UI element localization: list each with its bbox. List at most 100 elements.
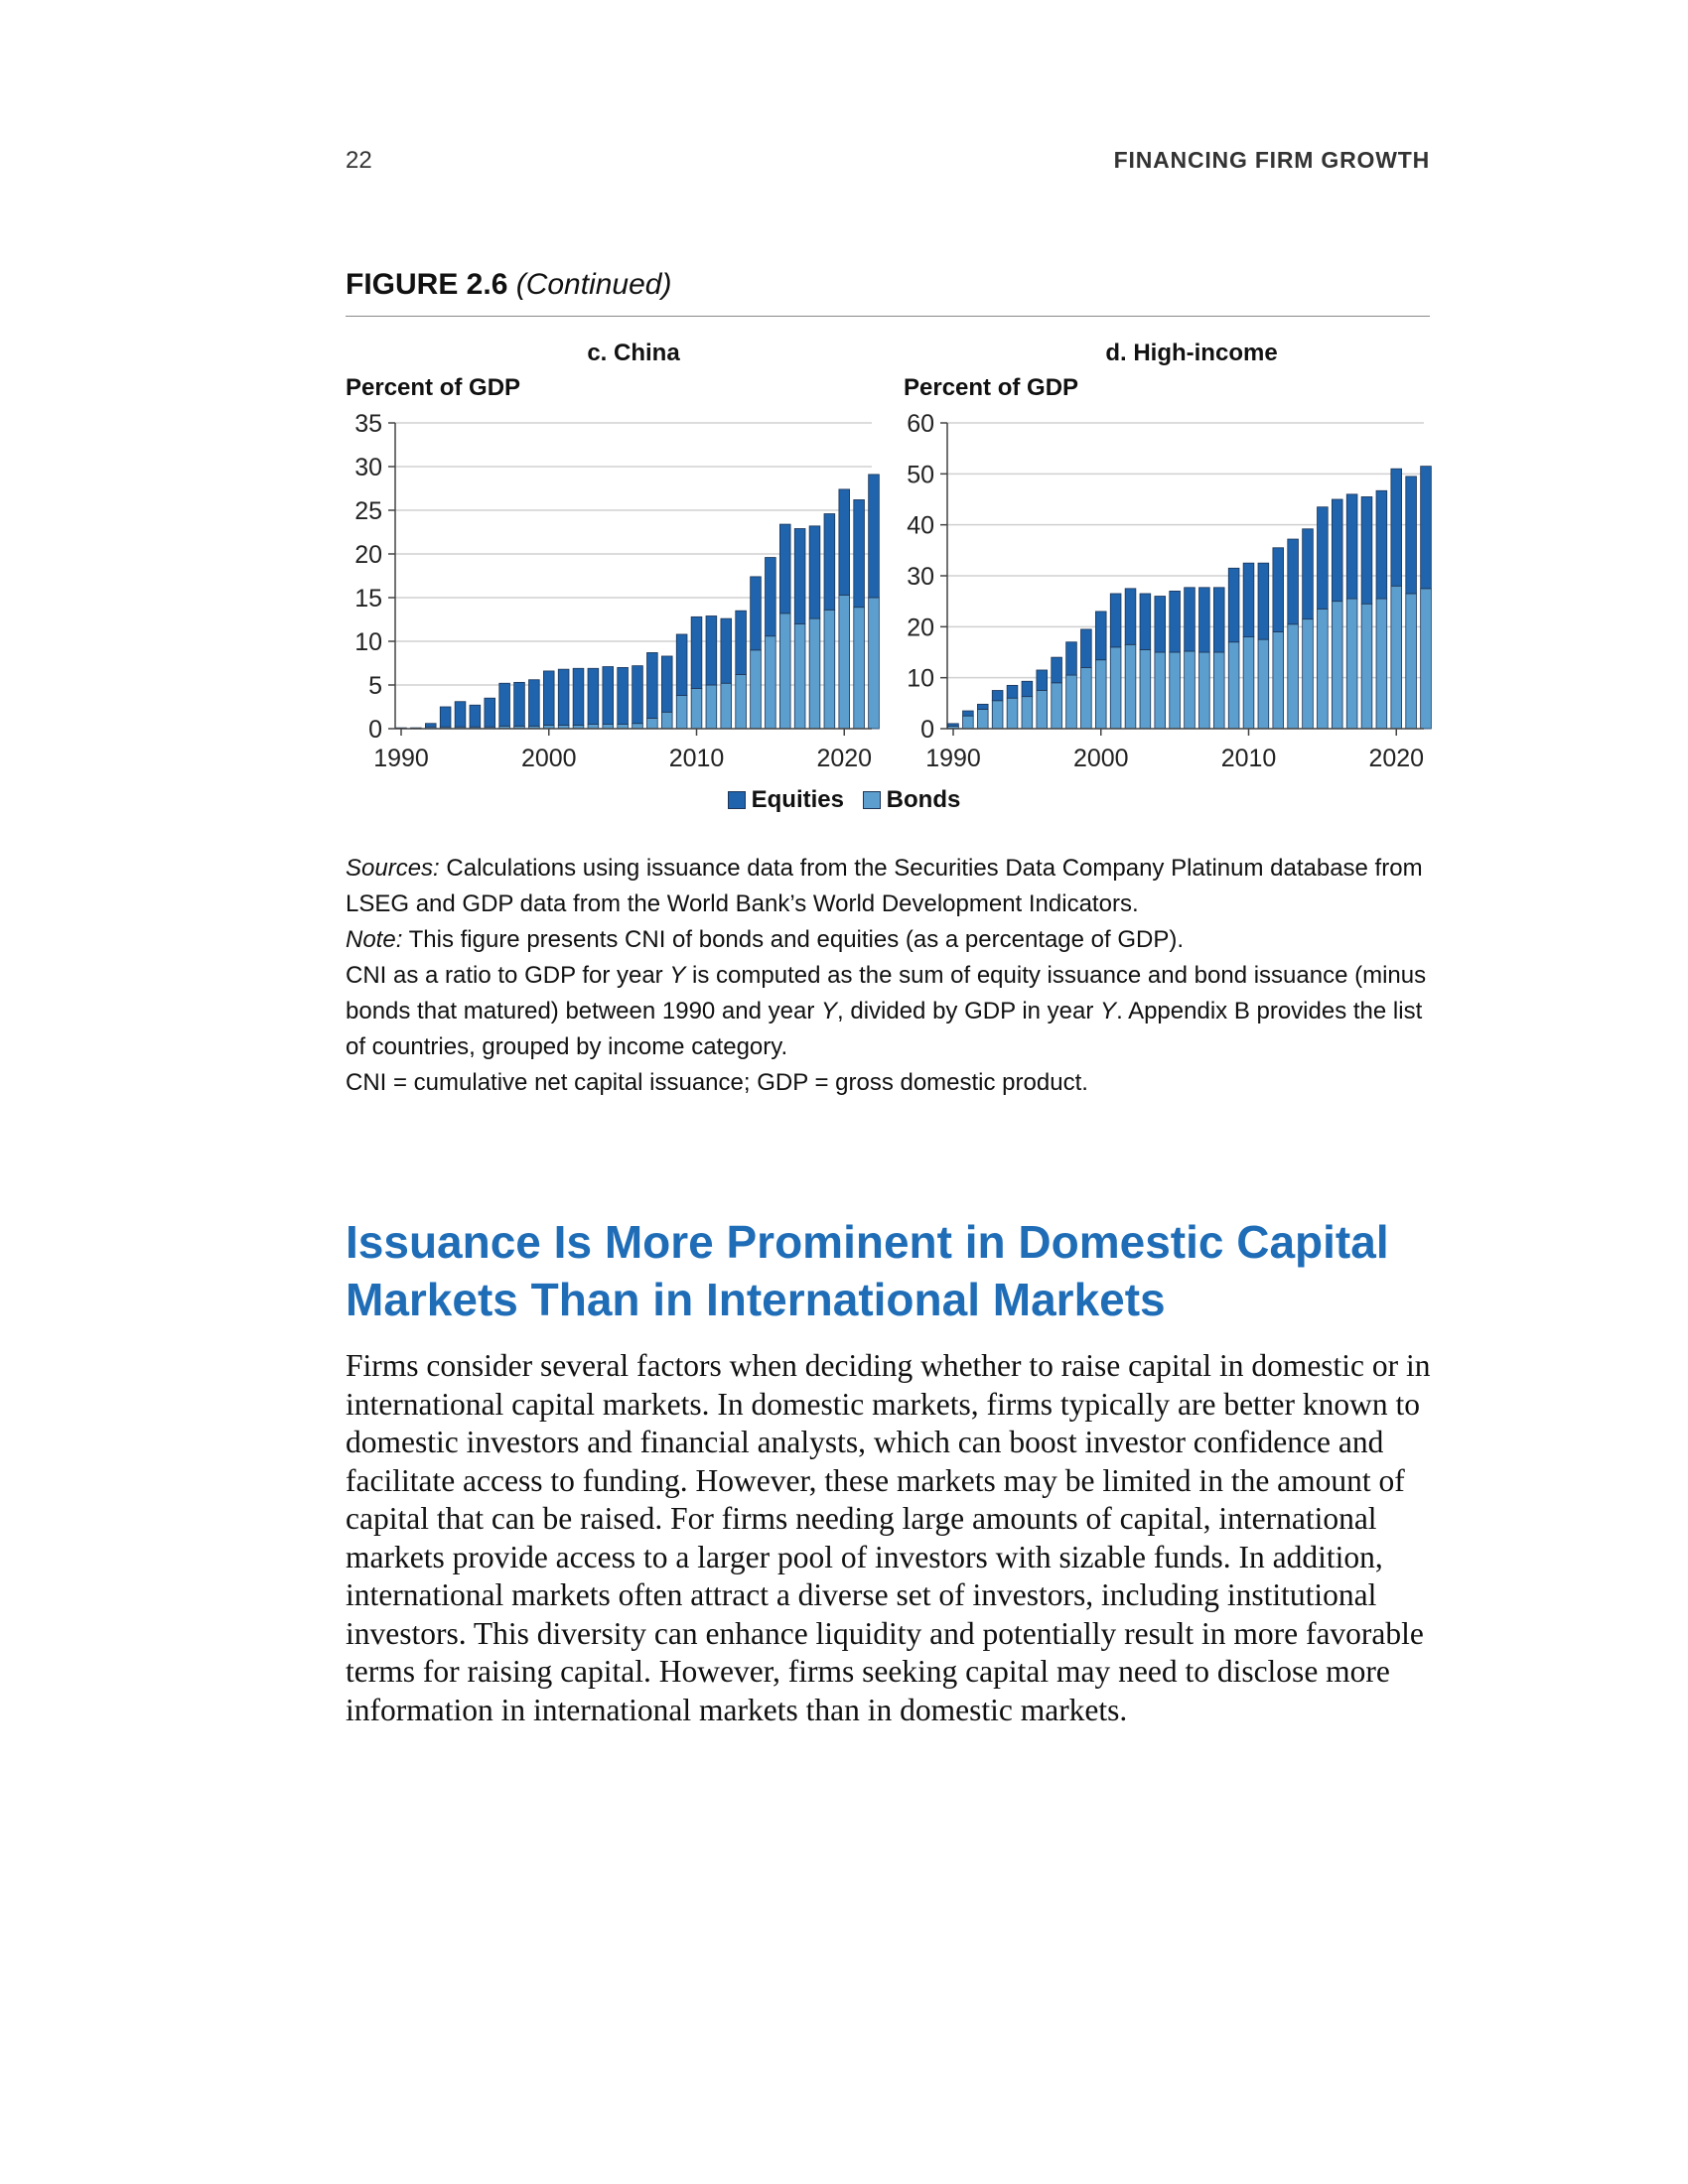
bar-equities: [690, 615, 703, 689]
bar-bonds: [991, 700, 1004, 730]
x-tick-label: 2020: [1368, 745, 1424, 772]
legend-swatch-equities: [727, 791, 746, 809]
bar-equities: [1287, 538, 1299, 625]
bar-bonds: [1257, 638, 1270, 730]
y-tick-label: 15: [354, 585, 382, 613]
bar-equities: [1242, 562, 1255, 638]
bar-bonds: [1094, 659, 1107, 730]
bar-bonds: [823, 609, 836, 730]
bar-bonds: [1287, 623, 1299, 730]
bar-equities: [1094, 611, 1107, 661]
note-def-a: CNI as a ratio to GDP for year: [346, 962, 670, 989]
bar-bonds: [1154, 651, 1167, 730]
bar-bonds: [1036, 690, 1049, 730]
bar-equities: [469, 704, 482, 728]
bar-equities: [632, 665, 643, 725]
bar-equities: [1080, 628, 1092, 668]
bar-equities: [1360, 496, 1373, 605]
bar-bonds: [962, 715, 974, 730]
bar-equities: [705, 615, 718, 686]
bar-equities: [765, 557, 776, 637]
bar-equities: [484, 697, 496, 728]
y-tick-label: 20: [354, 541, 382, 569]
bar-bonds: [1065, 674, 1077, 730]
bar-bonds: [1169, 651, 1181, 730]
bar-bonds: [735, 674, 747, 730]
bar-equities: [646, 652, 658, 719]
bar-equities: [1390, 468, 1403, 587]
running-head: FINANCING FIRM GROWTH: [1113, 147, 1430, 173]
bar-equities: [424, 723, 437, 728]
legend-item-bonds: Bonds: [862, 786, 960, 814]
bar-equities: [1272, 547, 1285, 632]
bar-bonds: [1139, 649, 1152, 730]
chart-legend: Equities Bonds: [0, 786, 1688, 816]
bar-equities: [1109, 593, 1122, 648]
bar-equities: [1420, 466, 1432, 590]
bar-equities: [720, 617, 733, 684]
figure-charts: 0 5 10 15 20 25 30 35 1990 2000 2010 2020 0 10 20 30 40…: [354, 410, 1432, 772]
bar-bonds: [1212, 651, 1225, 730]
bar-equities: [1184, 587, 1196, 652]
bar-bonds: [646, 718, 658, 730]
note-def-d: . Appendix B provides the list of countr…: [346, 998, 1423, 1060]
x-tick-label: 2000: [521, 745, 577, 772]
legend-swatch-bonds: [862, 791, 881, 809]
bar-bonds: [778, 613, 791, 730]
bar-equities: [675, 633, 688, 696]
bar-equities: [498, 682, 510, 727]
bar-bonds: [1317, 608, 1329, 730]
bar-equities: [976, 703, 989, 710]
bar-bonds: [690, 688, 703, 730]
bar-bonds: [853, 607, 865, 730]
bar-equities: [587, 667, 600, 726]
var-y: Y: [1100, 998, 1117, 1024]
bar-equities: [1317, 506, 1329, 610]
bar-bonds: [808, 617, 821, 730]
bar-equities: [853, 499, 865, 609]
bar-equities: [1331, 498, 1343, 603]
bar-equities: [1124, 588, 1137, 645]
section-heading: Issuance Is More Prominent in Domestic C…: [346, 1216, 1389, 1325]
bar-equities: [778, 523, 791, 614]
legend-label-equities: Equities: [751, 786, 844, 813]
y-tick-label: 30: [907, 563, 934, 591]
bar-equities: [1375, 489, 1388, 600]
bar-bonds: [1198, 651, 1210, 730]
bar-equities: [808, 525, 821, 619]
bar-equities: [454, 701, 467, 728]
bar-equities: [1021, 680, 1034, 698]
y-unit-label-high-income: Percent of GDP: [904, 374, 1079, 401]
y-tick-label: 10: [354, 628, 382, 656]
bar-equities: [1065, 641, 1077, 676]
y-tick-label: 50: [907, 461, 934, 488]
bar-equities: [660, 655, 673, 713]
bar-bonds: [1021, 696, 1034, 730]
y-tick-label: 60: [907, 410, 934, 438]
bar-equities: [1006, 684, 1019, 699]
bar-equities: [1169, 591, 1181, 653]
bar-equities: [513, 681, 525, 727]
bar-bonds: [660, 711, 673, 730]
bar-equities: [1405, 476, 1417, 595]
bar-equities: [735, 610, 747, 675]
var-y: Y: [669, 962, 686, 989]
bar-bonds: [868, 597, 880, 730]
bar-equities: [823, 513, 836, 611]
bar-bonds: [1420, 588, 1432, 730]
figure-rule: [346, 316, 1430, 317]
bar-bonds: [705, 684, 718, 730]
bar-equities: [542, 670, 555, 726]
bar-bonds: [1227, 641, 1240, 730]
x-tick-label: 2000: [1073, 745, 1129, 772]
y-tick-label: 25: [354, 497, 382, 525]
var-y: Y: [821, 998, 838, 1024]
chart-high-income: 0 10 20 30 40 50 60 1990 2000 2010 2020: [907, 410, 1432, 772]
bar-equities: [572, 667, 585, 726]
bar-equities: [1139, 593, 1152, 650]
y-tick-label: 40: [907, 512, 934, 540]
note-text: This figure presents CNI of bonds and eq…: [402, 926, 1185, 953]
bar-bonds: [793, 623, 806, 730]
body-paragraph: Firms consider several factors when deci…: [346, 1348, 1431, 1727]
abbreviations: CNI = cumulative net capital issuance; G…: [346, 1069, 1088, 1096]
